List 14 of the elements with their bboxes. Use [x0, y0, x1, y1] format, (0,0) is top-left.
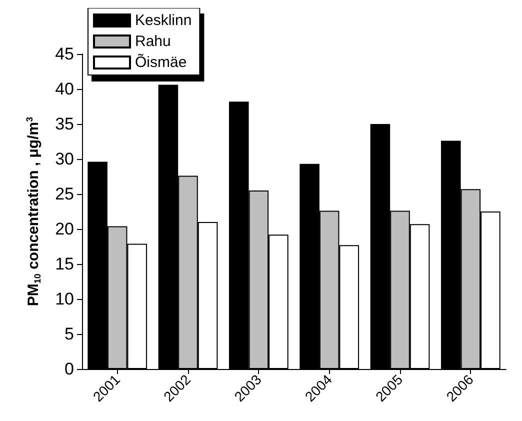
y-tick-label: 45	[55, 44, 74, 64]
y-tick-label: 5	[64, 324, 74, 344]
y-tick-label: 15	[55, 254, 74, 274]
y-tick-label: 25	[55, 184, 74, 204]
legend-label: Kesklinn	[135, 12, 192, 29]
y-tick-label: 20	[55, 220, 74, 238]
y-tick-label: 10	[55, 290, 74, 308]
y-tick-label: 35	[55, 114, 74, 134]
y-axis-title: PM10 concentration , μg/m3	[24, 116, 42, 306]
y-tick-label: 30	[55, 150, 74, 168]
legend-label: Õismäe	[135, 53, 187, 71]
y-tick-label: 0	[64, 360, 74, 378]
legend-label: Rahu	[135, 33, 171, 50]
y-tick-label: 40	[55, 80, 74, 98]
